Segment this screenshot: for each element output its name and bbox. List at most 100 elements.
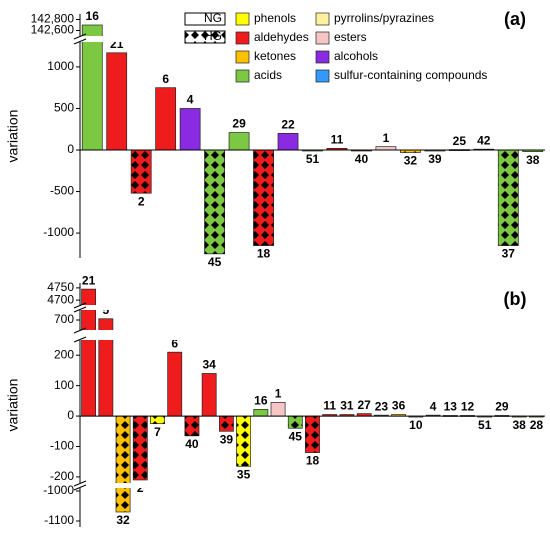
bar-label: 16 bbox=[254, 394, 268, 408]
y-tick-label: 142,800 bbox=[31, 12, 75, 26]
hatch bbox=[150, 416, 165, 424]
y-tick-label: 200 bbox=[54, 347, 74, 361]
hatch bbox=[115, 416, 131, 512]
panel-label: (a) bbox=[504, 9, 526, 29]
hatch bbox=[236, 416, 251, 467]
break-mark bbox=[73, 336, 87, 343]
legend-label: esters bbox=[334, 30, 367, 44]
bar-label: 6 bbox=[162, 72, 169, 86]
bar bbox=[201, 373, 217, 417]
bar-label: 4 bbox=[430, 399, 437, 413]
y-tick-label: -100 bbox=[50, 439, 74, 453]
bar-label: 29 bbox=[232, 117, 246, 131]
bar-label: 11 bbox=[323, 399, 336, 413]
y-tick-label: -500 bbox=[50, 184, 74, 198]
bar-label: 39 bbox=[220, 432, 234, 446]
bar-label: 21 bbox=[82, 273, 96, 287]
bar bbox=[167, 351, 183, 417]
hatch bbox=[184, 416, 200, 436]
axis-break bbox=[74, 36, 545, 42]
hatch bbox=[305, 416, 320, 453]
y-tick-label: -1100 bbox=[44, 513, 74, 527]
bar-label: 1 bbox=[275, 387, 282, 401]
hatch bbox=[288, 416, 303, 429]
y-tick-label: 500 bbox=[54, 101, 74, 115]
legend-label: acids bbox=[254, 68, 282, 82]
break-mark bbox=[73, 302, 87, 309]
bar-label: 2 bbox=[138, 194, 145, 208]
bar-label: 31 bbox=[340, 399, 354, 413]
bar-label: 6 bbox=[171, 336, 178, 350]
y-tick-label: -1000 bbox=[43, 483, 74, 497]
hatch bbox=[131, 150, 152, 194]
bar-label: 34 bbox=[202, 358, 216, 372]
bar-label: 22 bbox=[281, 118, 295, 132]
legend-swatch bbox=[235, 12, 250, 26]
bar-label: 11 bbox=[331, 133, 344, 147]
legend-label: phenols bbox=[254, 11, 296, 25]
bar bbox=[106, 52, 128, 151]
bar-label: 4 bbox=[187, 93, 194, 107]
y-tick-label: -200 bbox=[50, 469, 74, 483]
y-tick-label: 0 bbox=[67, 142, 74, 156]
hatch bbox=[204, 150, 225, 254]
axis-break bbox=[74, 330, 545, 340]
legend-swatch bbox=[315, 69, 330, 83]
legend-label: alcohols bbox=[334, 49, 378, 63]
break-mark bbox=[73, 306, 87, 313]
bar-label: 38 bbox=[512, 418, 526, 432]
bar-label: 12 bbox=[461, 400, 475, 414]
bar bbox=[253, 409, 269, 417]
bar-label: 27 bbox=[357, 398, 371, 412]
bar-label: 45 bbox=[289, 429, 303, 443]
break-mark bbox=[73, 38, 87, 45]
y-tick-label: 0 bbox=[67, 408, 74, 422]
legend-swatch bbox=[235, 50, 250, 64]
break-mark bbox=[73, 327, 87, 334]
legend-label: ketones bbox=[254, 49, 296, 63]
hatch bbox=[133, 416, 148, 480]
y-tick-label: 1000 bbox=[47, 59, 74, 73]
legend-swatch bbox=[315, 31, 330, 45]
bar-label: 18 bbox=[306, 454, 320, 468]
bar-label: 39 bbox=[428, 152, 442, 166]
y-axis-title: variation bbox=[5, 110, 21, 163]
bar-label: 18 bbox=[257, 247, 271, 261]
y-tick-label: 4700 bbox=[47, 292, 74, 306]
bar bbox=[228, 132, 250, 151]
break-mark bbox=[73, 480, 87, 487]
legend-swatch bbox=[315, 12, 330, 26]
bar bbox=[277, 133, 299, 151]
bar-label: 37 bbox=[502, 247, 516, 261]
bar bbox=[179, 108, 201, 151]
bar bbox=[270, 402, 286, 417]
y-tick-label: 4750 bbox=[47, 280, 74, 294]
y-axis-title: variation bbox=[5, 379, 21, 432]
bar-label: 25 bbox=[453, 134, 467, 148]
bar-label: 1 bbox=[383, 131, 390, 145]
pattern-swatch bbox=[184, 12, 226, 26]
bar-label: 10 bbox=[409, 418, 423, 432]
bar-label: 38 bbox=[526, 153, 540, 167]
legend-swatch bbox=[235, 31, 250, 45]
legend-swatch bbox=[235, 69, 250, 83]
panel-label: (b) bbox=[504, 289, 527, 309]
y-tick-label: 142,600 bbox=[31, 23, 75, 37]
legend-label: pyrrolins/pyrazines bbox=[334, 11, 434, 25]
break-mark bbox=[73, 484, 87, 491]
y-tick-label: 700 bbox=[54, 312, 74, 326]
bar-label: 36 bbox=[392, 399, 406, 413]
bar-label: 40 bbox=[185, 437, 199, 451]
bar-label: 45 bbox=[208, 255, 222, 269]
bar-label: 51 bbox=[306, 152, 320, 166]
legend-label: HG bbox=[204, 29, 222, 43]
bar-label: 16 bbox=[86, 9, 100, 23]
break-mark bbox=[73, 33, 87, 40]
bar-label: 51 bbox=[478, 418, 492, 432]
axis-break bbox=[74, 305, 545, 310]
bar-label: 2 bbox=[137, 481, 144, 495]
bar-label: 32 bbox=[404, 154, 418, 168]
legend-label: aldehydes bbox=[254, 30, 309, 44]
